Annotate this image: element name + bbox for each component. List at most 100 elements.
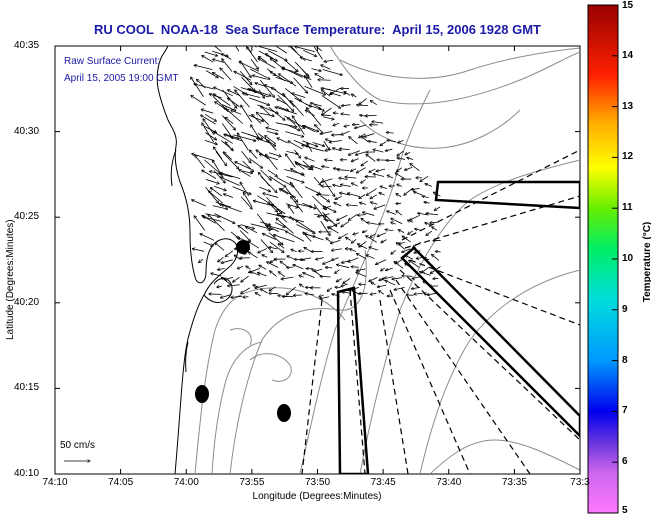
current-vector [433, 278, 439, 279]
current-vector [305, 157, 315, 162]
current-vector [410, 164, 420, 172]
current-vector [285, 60, 298, 72]
current-vector [301, 69, 309, 78]
current-vector [366, 188, 377, 196]
current-vector [412, 275, 422, 278]
current-vector [203, 241, 213, 246]
current-vector [292, 93, 306, 98]
current-vector [239, 62, 260, 72]
x-tick-label: 73:45 [370, 477, 396, 488]
y-tick-label: 40:25 [14, 211, 40, 223]
current-vector [302, 202, 316, 208]
map-title: RU COOL NOAA-18 Sea Surface Temperature:… [94, 22, 541, 37]
current-vector [235, 162, 251, 170]
current-vector [377, 284, 387, 287]
current-vector [281, 276, 294, 279]
current-vector [348, 257, 359, 262]
current-vector [278, 272, 286, 277]
current-vector [294, 72, 312, 81]
current-vector [396, 167, 402, 172]
current-vector [194, 65, 213, 71]
current-vector [296, 203, 312, 207]
x-tick-label: 74:00 [173, 477, 199, 488]
current-vector [214, 213, 235, 224]
current-vector [296, 224, 315, 234]
current-vector [333, 113, 339, 114]
current-vector [286, 176, 304, 182]
current-vector [290, 101, 304, 116]
current-vector [339, 178, 348, 180]
current-vector [414, 250, 421, 253]
current-vector [349, 287, 360, 290]
current-vector [208, 214, 225, 231]
current-vector [205, 179, 219, 183]
current-vector [204, 159, 222, 175]
current-vector [220, 173, 241, 180]
plot-frame [54, 45, 581, 475]
current-vector [356, 272, 366, 277]
current-vector [305, 103, 322, 109]
current-vector [357, 244, 368, 249]
current-vector [241, 170, 253, 173]
current-vector [374, 204, 386, 209]
current-vector [267, 140, 277, 151]
current-vector [201, 109, 214, 114]
current-vector [391, 250, 396, 254]
current-vector [275, 107, 297, 115]
current-vector [351, 94, 357, 98]
current-vector [266, 128, 279, 132]
current-vector [241, 275, 249, 282]
current-vector [221, 277, 232, 286]
current-vector [243, 192, 253, 207]
current-vector [366, 255, 375, 259]
current-vector [303, 273, 315, 279]
island-marker [236, 240, 250, 254]
current-vector [331, 248, 342, 251]
current-vector [323, 260, 332, 264]
current-vector [286, 150, 298, 154]
current-vector [233, 276, 240, 282]
current-vector [255, 284, 267, 288]
current-vector [269, 152, 281, 157]
current-vector [414, 293, 423, 294]
current-vector [339, 149, 350, 150]
current-vector [337, 265, 350, 269]
current-vector [213, 147, 223, 160]
current-vector [355, 124, 367, 128]
current-vector [262, 233, 276, 240]
current-vector [369, 168, 376, 172]
current-vector [260, 221, 270, 225]
current-vector [286, 286, 296, 295]
current-vector [335, 195, 342, 199]
colorbar-ticks [612, 4, 618, 514]
current-vector [352, 290, 360, 295]
current-vector [322, 115, 331, 116]
axis-ticks [54, 45, 581, 475]
current-vector [316, 195, 330, 196]
current-vector [360, 203, 367, 205]
current-vector [220, 177, 240, 186]
current-vector [267, 262, 279, 268]
current-vector [408, 230, 413, 234]
current-vector [424, 258, 430, 261]
current-vector [387, 175, 394, 179]
current-vector [231, 296, 243, 297]
current-vector [267, 169, 278, 176]
current-vector [424, 202, 430, 203]
current-vector [239, 170, 251, 177]
current-vector [199, 258, 204, 262]
current-vector [313, 176, 321, 185]
current-vector [213, 94, 231, 106]
current-vector [215, 151, 227, 166]
x-tick-label: 74:05 [108, 477, 134, 488]
current-vector [323, 141, 330, 150]
current-vector [427, 292, 438, 295]
current-vector [361, 218, 368, 224]
current-vector [332, 294, 341, 297]
current-vector [325, 160, 333, 161]
current-vector [248, 241, 260, 249]
current-vector [240, 196, 252, 209]
current-vector [204, 51, 218, 56]
current-vector [191, 95, 206, 106]
current-vector [364, 133, 375, 137]
